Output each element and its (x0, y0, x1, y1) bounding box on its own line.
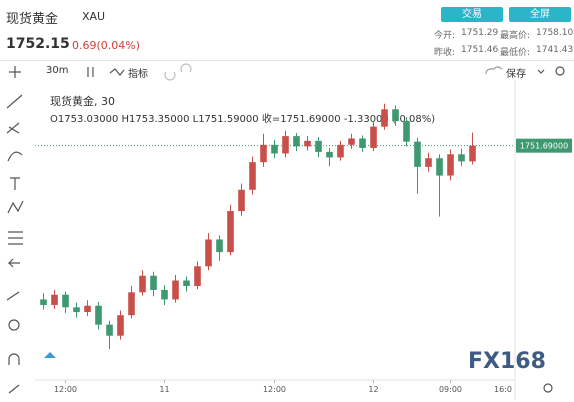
candle-body (458, 154, 465, 162)
x-tick-label: 11 (159, 385, 169, 394)
trade-button[interactable]: 交易 (441, 7, 503, 22)
price: 1752.15 (6, 36, 70, 52)
candle-body (249, 162, 256, 190)
save[interactable]: 保存 (506, 69, 526, 80)
candle-body (95, 305, 102, 325)
watermark: FX168 (468, 349, 546, 374)
candle-body (62, 294, 69, 308)
candle-body (304, 140, 311, 147)
candle-body (370, 126, 377, 148)
candle-body (315, 140, 322, 152)
x-tick-label: 12:00 (263, 385, 286, 394)
candle-body (227, 211, 234, 253)
candle-body (271, 144, 278, 154)
change: 0.69(0.04%) (72, 39, 141, 52)
candle-body (194, 266, 201, 287)
candle-body (337, 144, 344, 158)
symbol: XAU (82, 10, 106, 23)
candle-body (161, 289, 168, 300)
candle-body (436, 158, 443, 176)
candle-body (40, 299, 47, 305)
candle-body (51, 294, 58, 305)
price-tag-text: 1751.69000 (520, 142, 568, 151)
stat-label: 最高价: (500, 31, 531, 41)
divider (0, 60, 574, 61)
indicators[interactable]: 指标 (128, 69, 148, 80)
candle-body (414, 141, 421, 167)
candle-body (172, 280, 179, 300)
logo-icon (44, 352, 56, 358)
candle-body (106, 324, 113, 336)
candle-body (128, 292, 135, 316)
title: 现货黄金 (6, 12, 59, 27)
candle-body (117, 315, 124, 336)
candle-body (293, 136, 300, 147)
candle-body (238, 189, 245, 212)
legend-name: 现货黄金, 30 (50, 95, 115, 108)
candle-body (183, 280, 190, 287)
x-tick-label: 12 (368, 385, 378, 394)
candle-body (425, 158, 432, 167)
fullscreen-button[interactable]: 全屏 (509, 7, 571, 22)
x-tick-label: 12:00 (54, 385, 77, 394)
stat-label: 昨收: (434, 48, 456, 58)
candle-body (348, 138, 355, 145)
candle-body (150, 275, 157, 290)
candle-body (73, 307, 80, 313)
candle-body (447, 154, 454, 176)
candle-body (469, 145, 476, 162)
candle-body (326, 151, 333, 158)
stat-value: 1741.43 (536, 45, 574, 55)
candle-body (205, 239, 212, 267)
x-tick-label: 09:00 (439, 385, 462, 394)
legend-ohlc: O1753.03000 H1753.35000 L1751.59000 收=17… (50, 114, 436, 125)
candle-body (260, 144, 267, 163)
x-tick-label: 16:0 (494, 385, 512, 394)
stat-value: 1751.46 (461, 45, 499, 55)
candle-body (282, 136, 289, 154)
interval[interactable]: 30m (46, 65, 69, 76)
stat-label: 今开: (434, 31, 456, 41)
stat-value: 1758.10 (536, 28, 574, 38)
stat-value: 1751.29 (461, 28, 499, 38)
candle-body (84, 305, 91, 313)
candle-body (139, 275, 146, 293)
candle-body (359, 138, 366, 148)
price-tag (516, 138, 572, 153)
stat-label: 最低价: (500, 48, 531, 58)
candle-body (216, 239, 223, 253)
